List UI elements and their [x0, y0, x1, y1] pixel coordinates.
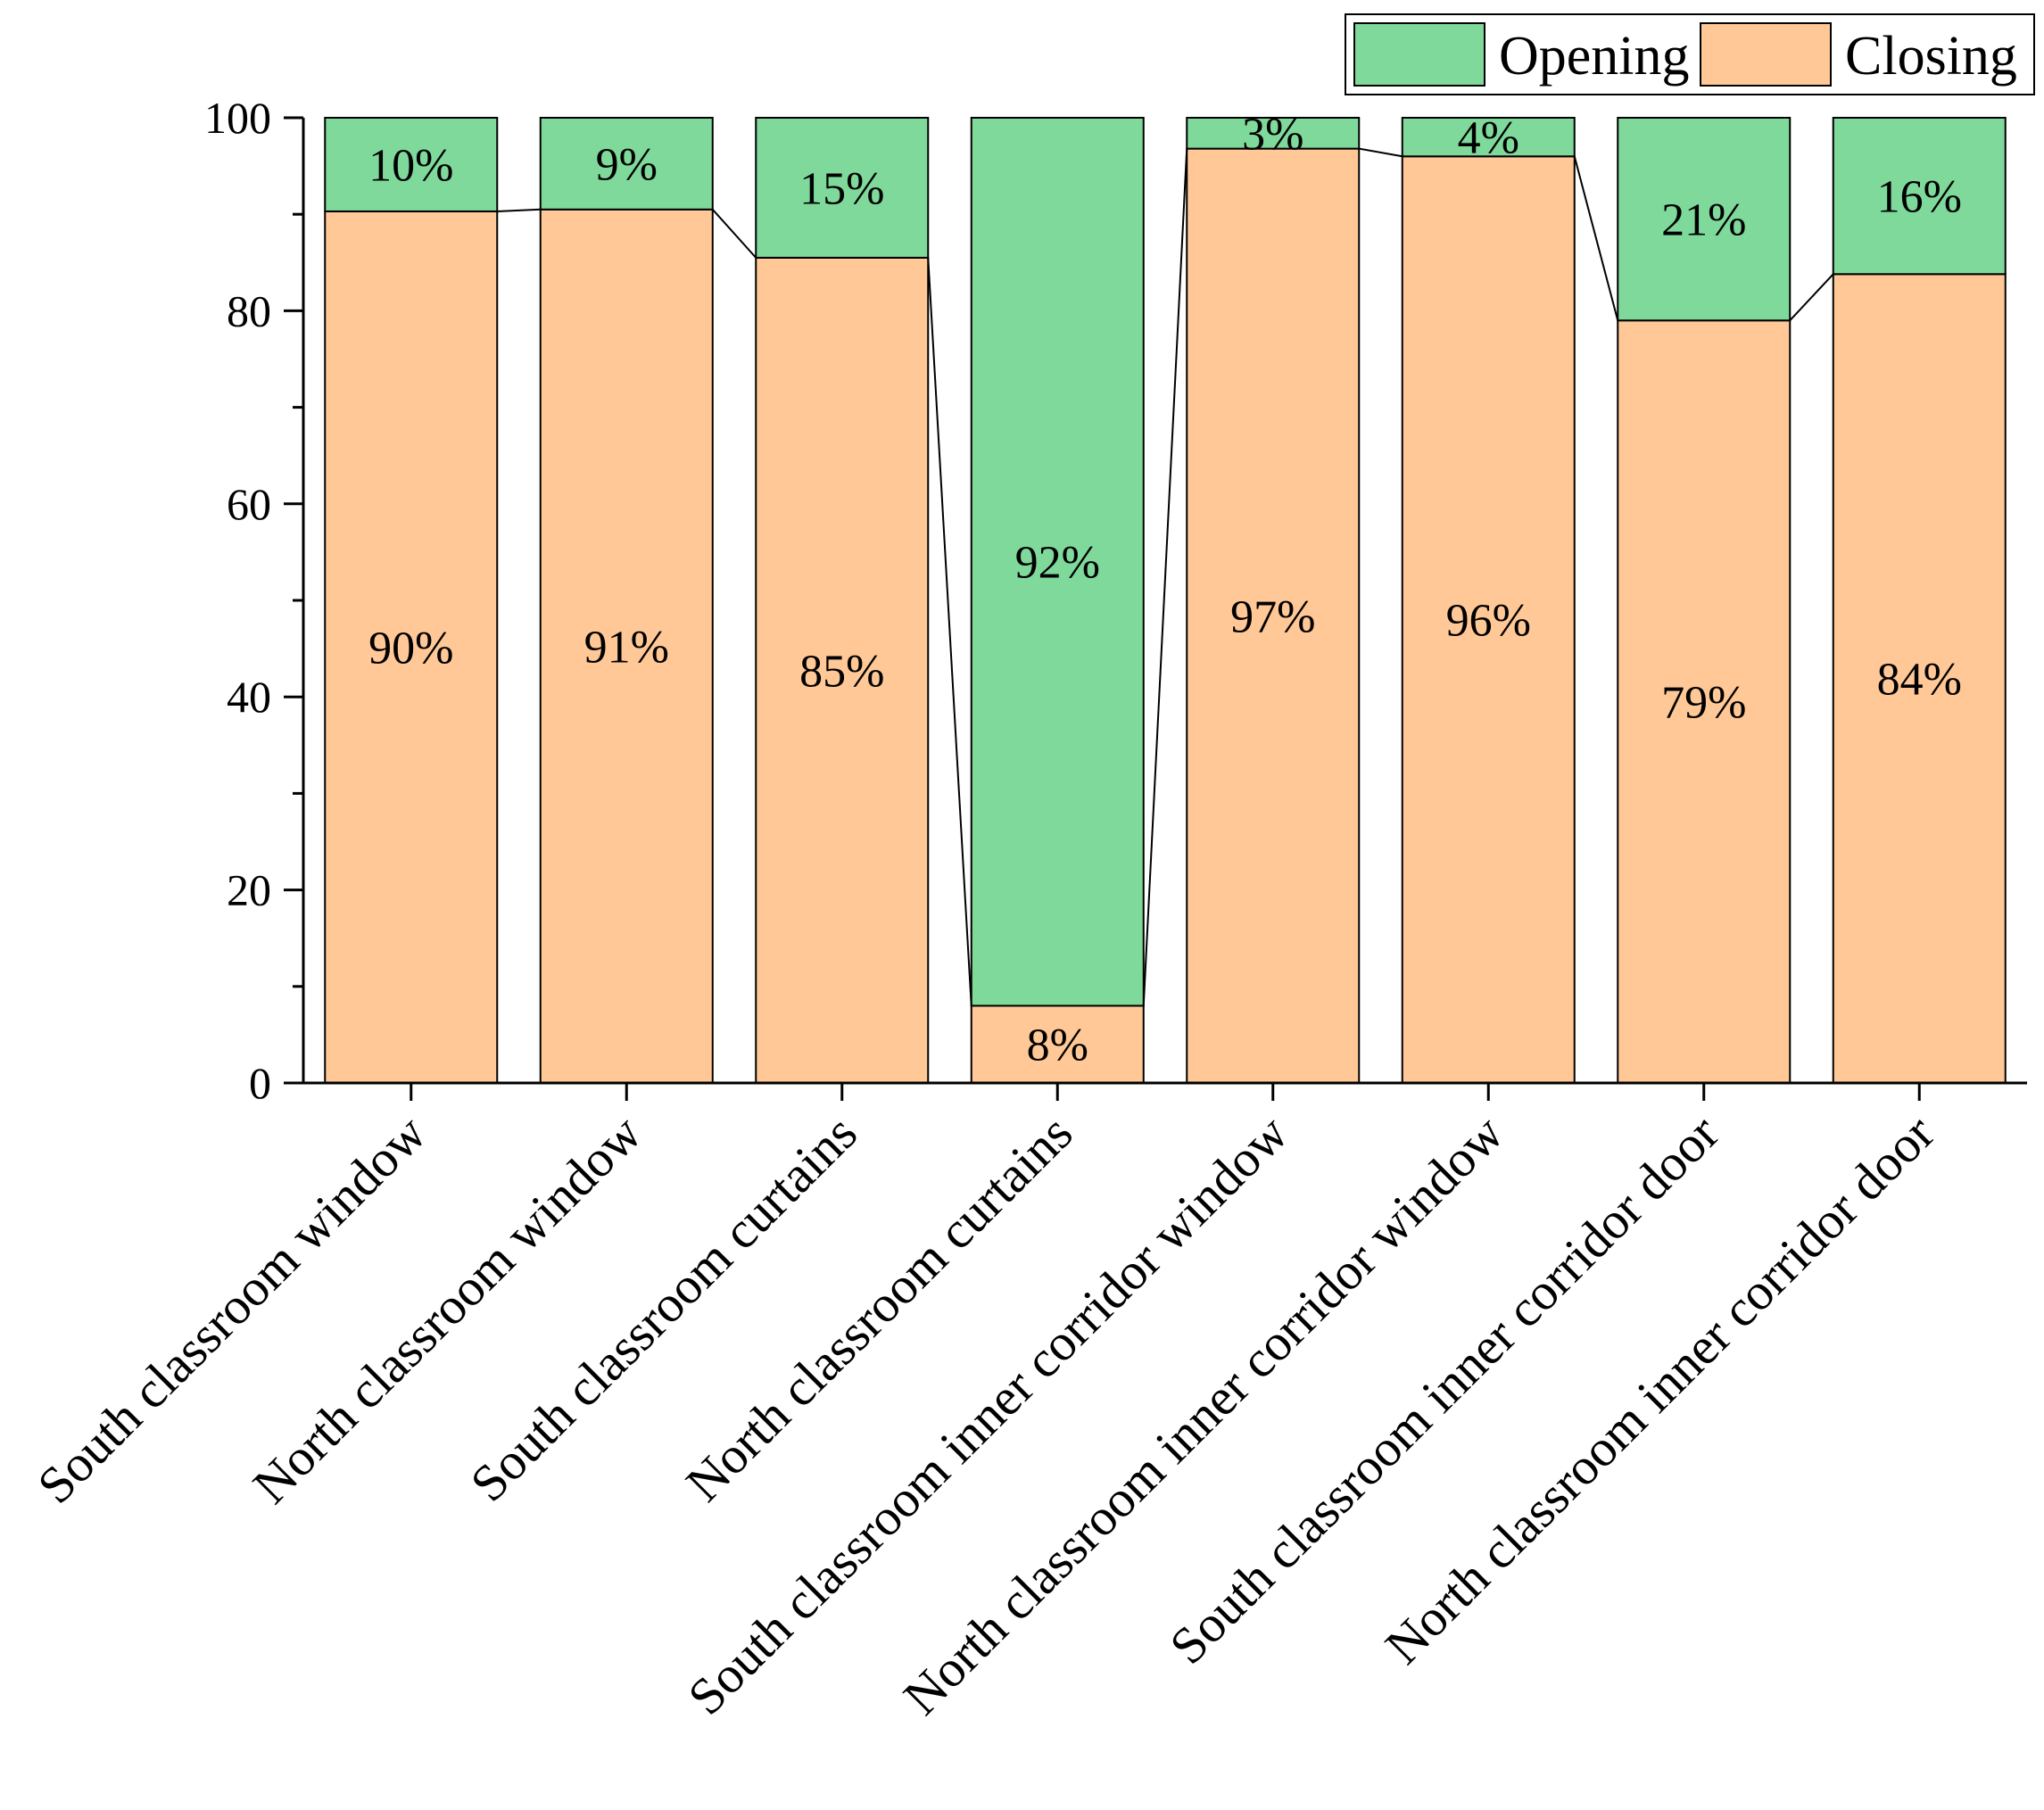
y-tick-label-80: 80 — [227, 285, 271, 335]
connector-line-4 — [1142, 148, 1188, 1006]
bar-opening-5 — [1186, 117, 1361, 150]
data-label-opening-7: 21% — [1661, 195, 1746, 246]
data-label-closing-7: 79% — [1661, 678, 1746, 729]
bar-opening-8 — [1832, 117, 2007, 276]
bar-opening-6 — [1401, 117, 1576, 158]
connector-line-7 — [1789, 273, 1834, 321]
connector-line-3 — [927, 257, 972, 1006]
legend: Opening Closing — [1345, 13, 2035, 95]
data-label-closing-8: 84% — [1877, 655, 1962, 706]
y-tick-label-40: 40 — [227, 672, 271, 722]
connector-line-5 — [1359, 147, 1403, 158]
data-label-closing-3: 85% — [799, 646, 884, 697]
x-tick-label-2: North classroom window — [242, 1103, 653, 1515]
y-tick-label-20: 20 — [227, 865, 271, 915]
bar-closing-7 — [1617, 319, 1792, 1085]
data-label-opening-1: 10% — [368, 140, 453, 191]
y-tick-label-0: 0 — [249, 1058, 271, 1108]
data-label-closing-2: 91% — [584, 622, 669, 673]
x-tick-label-1: South classroom window — [26, 1103, 437, 1515]
data-label-closing-5: 97% — [1230, 591, 1315, 642]
connector-line-6 — [1573, 156, 1619, 321]
bar-closing-8 — [1832, 273, 2007, 1084]
bar-closing-1 — [324, 210, 499, 1085]
bar-closing-3 — [755, 256, 930, 1084]
data-label-closing-6: 96% — [1446, 596, 1531, 647]
bar-closing-6 — [1401, 155, 1576, 1084]
legend-label-closing: Closing — [1845, 26, 2017, 87]
connectors-group — [497, 147, 1834, 1006]
connector-line-1 — [497, 208, 541, 212]
y-tick-label-60: 60 — [227, 479, 271, 529]
bar-opening-4 — [970, 117, 1145, 1007]
legend-label-opening: Opening — [1499, 26, 1690, 87]
y-tick-label-100: 100 — [204, 93, 271, 143]
data-label-opening-2: 9% — [596, 139, 658, 190]
data-label-opening-8: 16% — [1877, 172, 1962, 223]
data-label-closing-1: 90% — [368, 623, 453, 674]
x-tick-label-4: North classroom curtains — [674, 1103, 1083, 1512]
bars-group — [324, 117, 2007, 1085]
data-labels-group: 90% 10% 91% 9% 85% 15% 8% 92% 97% 3% 96% 4% 79% 21% 84… — [368, 109, 1962, 1070]
connector-line-2 — [712, 209, 757, 259]
x-tick-label-3: South classroom curtains — [459, 1103, 868, 1512]
legend-swatch-opening — [1353, 22, 1485, 87]
data-label-opening-3: 15% — [799, 163, 884, 214]
bar-opening-2 — [539, 117, 714, 211]
legend-swatch-closing — [1700, 22, 1832, 87]
data-label-opening-5: 3% — [1242, 109, 1303, 160]
data-label-opening-4: 92% — [1015, 538, 1100, 589]
bar-opening-3 — [755, 117, 930, 259]
data-label-opening-6: 4% — [1458, 113, 1519, 164]
bar-opening-1 — [324, 117, 499, 212]
bar-opening-7 — [1617, 117, 1792, 322]
data-label-closing-4: 8% — [1027, 1021, 1088, 1071]
